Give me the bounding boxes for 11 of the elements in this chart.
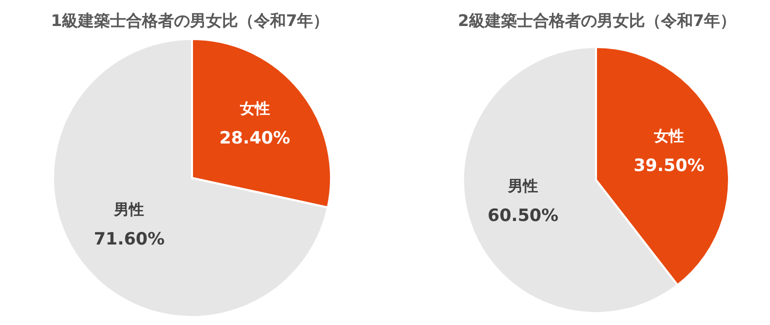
data-label: 71.60% (94, 230, 165, 250)
data-label: 39.50% (634, 156, 704, 176)
chart-title: 1級建築士合格者の男女比（令和7年） (50, 11, 330, 30)
slice-label: 男性 (507, 176, 538, 195)
slice-label: 女性 (238, 99, 270, 118)
chart-title: 2級建築士合格者の男女比（令和7年） (458, 11, 736, 30)
slice-label: 女性 (652, 127, 684, 146)
slice-label: 男性 (113, 200, 144, 219)
pie-slice (52, 38, 329, 318)
data-label: 28.40% (219, 128, 290, 148)
data-label: 60.50% (488, 206, 558, 226)
